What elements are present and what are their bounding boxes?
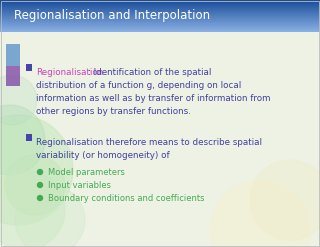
Text: Regionalisation therefore means to describe spatial: Regionalisation therefore means to descr…	[36, 138, 262, 147]
Circle shape	[0, 105, 45, 175]
Bar	[0, 20, 320, 21]
Bar	[0, 22, 320, 23]
Bar	[0, 10, 320, 11]
Bar	[0, 15, 320, 16]
Bar	[0, 28, 320, 29]
Bar	[0, 5, 320, 6]
Circle shape	[210, 180, 310, 247]
Bar	[0, 27, 320, 28]
Bar	[0, 30, 320, 31]
Bar	[26, 134, 32, 141]
Bar	[0, 14, 320, 15]
Bar	[0, 18, 320, 19]
Bar	[0, 6, 320, 7]
Bar	[0, 1, 320, 2]
Bar	[0, 17, 320, 18]
Bar	[0, 8, 320, 9]
Circle shape	[0, 75, 37, 125]
Bar	[0, 24, 320, 25]
Bar	[26, 64, 32, 71]
Text: Boundary conditions and coefficients: Boundary conditions and coefficients	[48, 194, 204, 203]
Bar	[0, 4, 320, 5]
Circle shape	[0, 115, 73, 225]
Bar	[0, 2, 320, 3]
Bar	[0, 16, 320, 17]
Bar	[0, 9, 320, 10]
Circle shape	[5, 155, 65, 215]
Bar	[0, 11, 320, 12]
Bar	[0, 13, 320, 14]
Bar	[6, 44, 20, 66]
Text: Input variables: Input variables	[48, 181, 111, 190]
Text: distribution of a function g, depending on local: distribution of a function g, depending …	[36, 81, 241, 90]
Circle shape	[37, 183, 43, 187]
Circle shape	[250, 160, 320, 240]
Text: other regions by transfer functions.: other regions by transfer functions.	[36, 107, 191, 116]
Bar	[0, 0, 320, 1]
Bar	[0, 19, 320, 20]
Bar	[0, 23, 320, 24]
Text: Model parameters: Model parameters	[48, 168, 125, 177]
Bar	[0, 3, 320, 4]
Circle shape	[0, 170, 65, 247]
Bar	[0, 26, 320, 27]
Circle shape	[37, 169, 43, 174]
Bar	[0, 31, 320, 32]
Text: Regionalisation and Interpolation: Regionalisation and Interpolation	[14, 9, 210, 22]
Bar	[0, 7, 320, 8]
Bar	[0, 12, 320, 13]
Text: information as well as by transfer of information from: information as well as by transfer of in…	[36, 94, 270, 103]
Bar	[0, 25, 320, 26]
Text: Regionalisation: Regionalisation	[36, 68, 103, 77]
Text: variability (or homogeneity) of: variability (or homogeneity) of	[36, 151, 170, 160]
Bar	[6, 66, 20, 86]
Circle shape	[37, 195, 43, 201]
Bar	[0, 21, 320, 22]
Text: : Identification of the spatial: : Identification of the spatial	[88, 68, 212, 77]
Circle shape	[15, 185, 85, 247]
Bar	[0, 29, 320, 30]
